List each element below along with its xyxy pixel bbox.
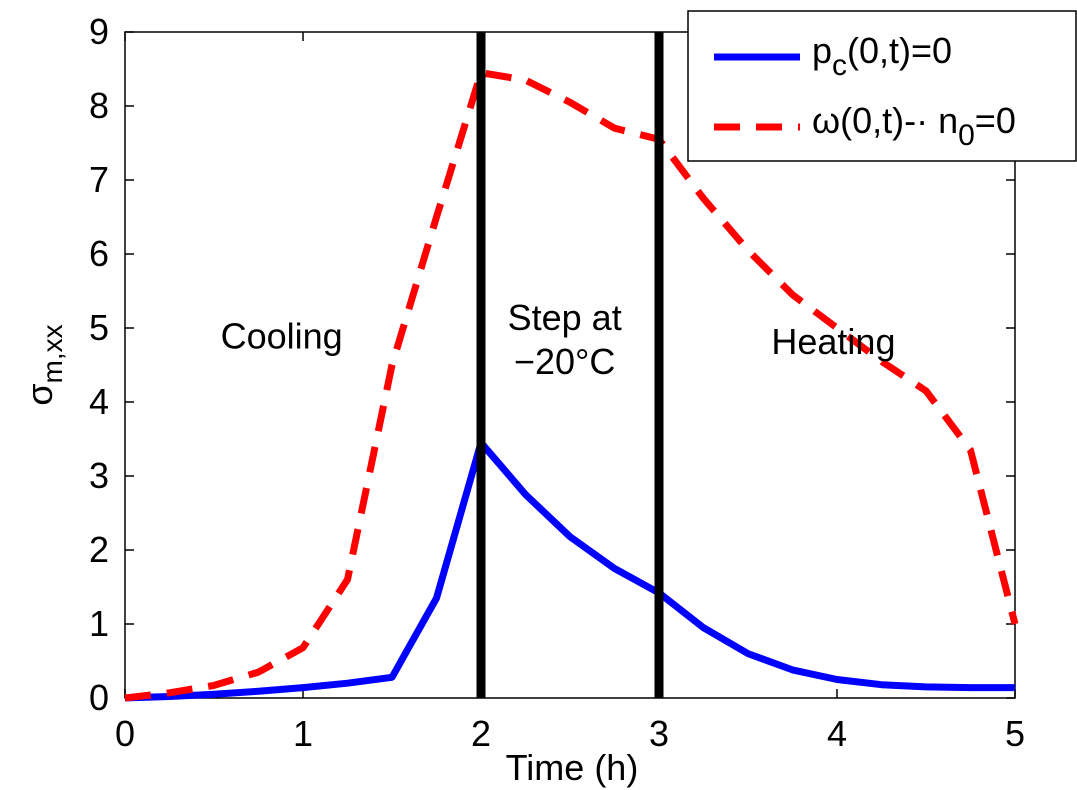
- annotation-heating: Heating: [771, 321, 895, 362]
- legend-label-0: pc(0,t)=0: [812, 30, 952, 82]
- annotation-step: Step at −20°C: [508, 297, 622, 382]
- y-tick-label: 0: [89, 677, 109, 718]
- plot-annotations: Cooling Step at −20°C Heating: [221, 297, 896, 382]
- annotation-cooling: Cooling: [221, 316, 343, 357]
- x-tick-label: 5: [1005, 713, 1025, 754]
- x-tick-label: 4: [827, 713, 847, 754]
- y-tick-label: 5: [89, 307, 109, 348]
- y-tick-label: 9: [89, 11, 109, 52]
- axes: 0 1 2 3 4 5 0 1 2 3 4 5 6 7 8 9 Time (h) σm,xx: [19, 11, 1025, 788]
- y-tick-label: 4: [89, 381, 109, 422]
- y-tick-label: 3: [89, 455, 109, 496]
- plot-frame: [124, 31, 1016, 699]
- y-tick-label: 2: [89, 529, 109, 570]
- y-tick-label: 7: [89, 159, 109, 200]
- y-tick-label: 8: [89, 85, 109, 126]
- series-line-0: [124, 439, 1015, 702]
- legend-label-1: ω(0,t)-· n0=0: [812, 100, 1016, 152]
- x-tick-label: 2: [471, 713, 491, 754]
- legend-box: [687, 10, 1077, 162]
- x-tick-label: 0: [115, 713, 135, 754]
- x-axis-label: Time (h): [506, 747, 639, 788]
- y-tick-label: 1: [89, 603, 109, 644]
- y-axis-label: σm,xx: [19, 324, 68, 405]
- x-tick-label: 1: [293, 713, 313, 754]
- legend: pc(0,t)=0 ω(0,t)-· n0=0: [687, 10, 1077, 162]
- series-line-1: [124, 69, 1019, 702]
- x-tick-label: 3: [649, 713, 669, 754]
- plot-lines: [124, 32, 1019, 702]
- y-tick-label: 6: [89, 233, 109, 274]
